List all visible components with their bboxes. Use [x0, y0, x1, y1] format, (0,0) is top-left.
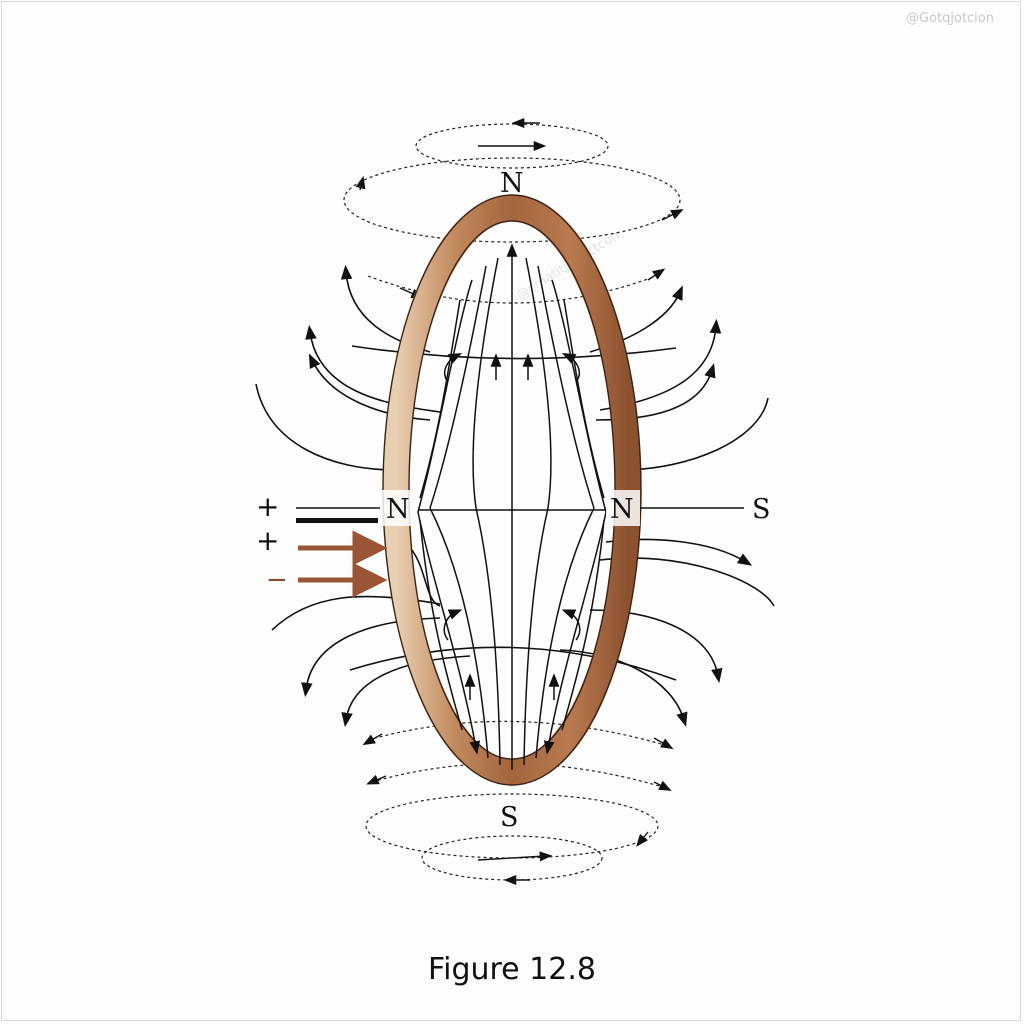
- dashed-loop: [365, 793, 659, 859]
- field-line: [559, 649, 688, 727]
- field-line: [561, 609, 581, 641]
- field-line: [341, 655, 471, 728]
- inner-field-lines: [417, 243, 607, 770]
- dashed-loop: [367, 720, 669, 747]
- loop-arrow: [362, 733, 383, 746]
- field-line: [619, 397, 769, 471]
- plus-sign-2: +: [256, 524, 279, 557]
- field-line: [563, 299, 605, 499]
- field-line: [561, 352, 580, 383]
- current-indicators: + + −: [256, 490, 388, 598]
- field-line: [443, 609, 463, 641]
- field-line: [561, 519, 605, 731]
- pole-label-top: N: [500, 168, 524, 199]
- bottom-dashed-loops: [365, 720, 669, 881]
- pole-label-bottom: S: [500, 802, 519, 833]
- loop-arrow: [661, 209, 684, 221]
- watermark-text: @Gotqjotcion: [906, 11, 994, 26]
- outer-field-lines-left: [255, 264, 471, 728]
- loop-arrow: [366, 774, 387, 785]
- loop-arrow: [653, 780, 672, 791]
- field-line: [523, 257, 552, 766]
- field-line: [419, 519, 463, 731]
- dashed-loop: [343, 157, 681, 243]
- field-line: [417, 279, 481, 755]
- field-line: [419, 299, 461, 499]
- top-dashed-loops: [343, 123, 681, 304]
- pole-label-far-right: S: [752, 494, 771, 525]
- field-line: [305, 324, 441, 413]
- field-line: [472, 257, 501, 766]
- loop-arrow: [477, 851, 553, 862]
- battery-plate: [296, 518, 378, 523]
- field-line: [535, 265, 595, 759]
- plus-sign-1: +: [256, 490, 279, 523]
- figure-caption: Figure 12.8: [428, 952, 596, 987]
- pole-label-right: N: [610, 494, 634, 525]
- loop-arrow: [636, 831, 649, 847]
- loop-arrow: [355, 175, 366, 191]
- bottom-dashed-arrows: [362, 733, 674, 886]
- field-line: [429, 265, 489, 759]
- dashed-loop: [415, 123, 609, 169]
- field-line: [444, 352, 463, 383]
- pole-labels: N S N N S: [382, 168, 771, 833]
- loop-arrow: [653, 737, 674, 750]
- pole-label-left: N: [386, 494, 410, 525]
- loop-arrow: [647, 268, 666, 281]
- field-line: [351, 345, 677, 360]
- minus-sign: −: [266, 565, 288, 595]
- field-line: [255, 383, 397, 471]
